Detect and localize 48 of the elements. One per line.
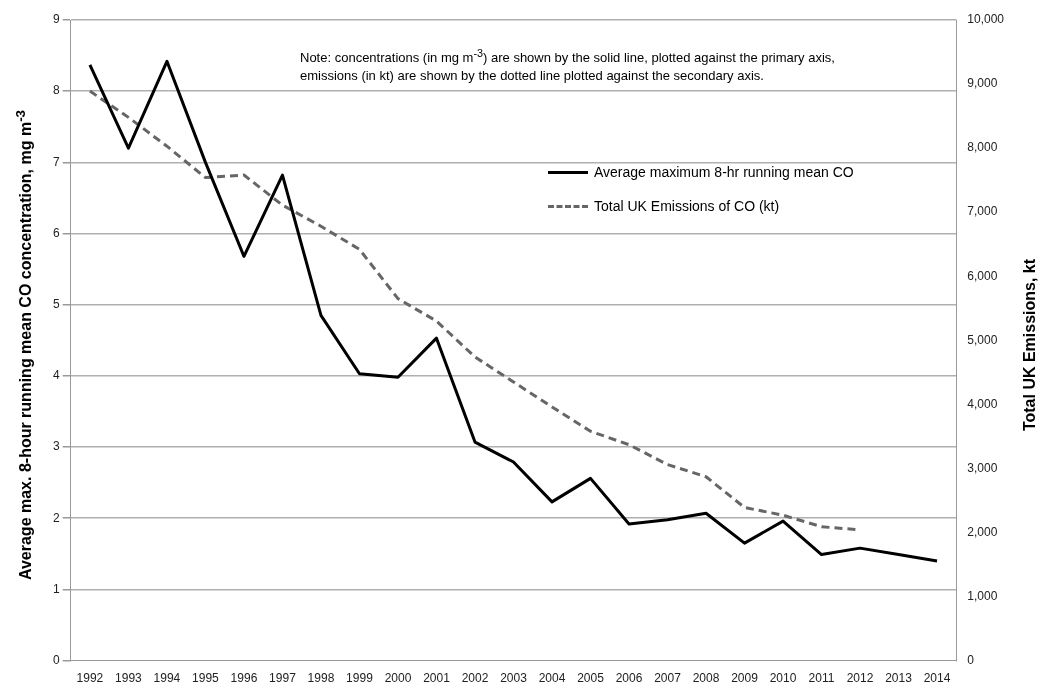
y2-tick-label: 8,000: [967, 140, 998, 155]
x-tick-label: 2007: [654, 671, 682, 686]
x-tick-label: 2009: [731, 671, 759, 686]
x-tick-label: 1995: [192, 671, 220, 686]
x-tick-label: 2014: [923, 671, 951, 686]
x-tick-label: 2012: [846, 671, 874, 686]
x-tick-label: 2013: [885, 671, 913, 686]
y-tick-label: 8: [52, 83, 60, 98]
y-tick-label: 0: [52, 652, 60, 667]
y-tick-label: 4: [52, 368, 60, 383]
x-tick-label: 1998: [307, 671, 335, 686]
y-tick-label: 2: [52, 510, 60, 525]
x-tick-label: 2005: [577, 671, 605, 686]
y2-tick-label: 0: [967, 652, 975, 667]
x-tick-label: 2000: [384, 671, 412, 686]
x-tick-label: 2008: [692, 671, 720, 686]
y-tick-label: 5: [52, 297, 60, 312]
y-tick-label: 6: [52, 225, 60, 240]
x-tick-label: 1997: [269, 671, 297, 686]
x-tick-label: 2011: [808, 671, 835, 686]
x-tick-label: 1993: [115, 671, 143, 686]
y2-tick-label: 3,000: [967, 460, 998, 475]
x-tick-label: 1992: [76, 671, 104, 686]
x-tick-label: 2003: [500, 671, 528, 686]
y-tick-label: 7: [52, 154, 60, 169]
y2-tick-label: 9,000: [967, 76, 998, 91]
y2-tick-label: 10,000: [967, 12, 1005, 27]
x-tick-label: 2002: [461, 671, 489, 686]
legend-label: Average maximum 8-hr running mean CO: [594, 164, 854, 180]
y2-tick-label: 7,000: [967, 204, 998, 219]
x-tick-label: 1996: [230, 671, 258, 686]
x-tick-label: 2006: [615, 671, 643, 686]
x-tick-label: 2010: [769, 671, 797, 686]
x-tick-label: 1999: [346, 671, 374, 686]
y-tick-label: 3: [52, 439, 60, 454]
y2-tick-label: 6,000: [967, 268, 998, 283]
y-tick-label: 9: [52, 12, 60, 27]
x-tick-label: 2004: [538, 671, 566, 686]
y2-tick-label: 1,000: [967, 588, 998, 603]
y2-tick-label: 2,000: [967, 524, 998, 539]
x-tick-label: 2001: [423, 671, 451, 686]
y2-axis-title: Total UK Emissions, kt: [1021, 258, 1039, 432]
x-tick-label: 1994: [153, 671, 181, 686]
y2-tick-label: 4,000: [967, 396, 998, 411]
y-tick-label: 1: [52, 581, 60, 596]
legend-label: Total UK Emissions of CO (kt): [594, 198, 780, 214]
annotation: Note: concentrations (in mg m$^{-3}$) are shown by the solid line, plotted against the primary axis, emissions (in kt) are shown by the dotted line plotted against the secondary axis.: [300, 46, 836, 86]
y2-tick-label: 5,000: [967, 332, 998, 347]
